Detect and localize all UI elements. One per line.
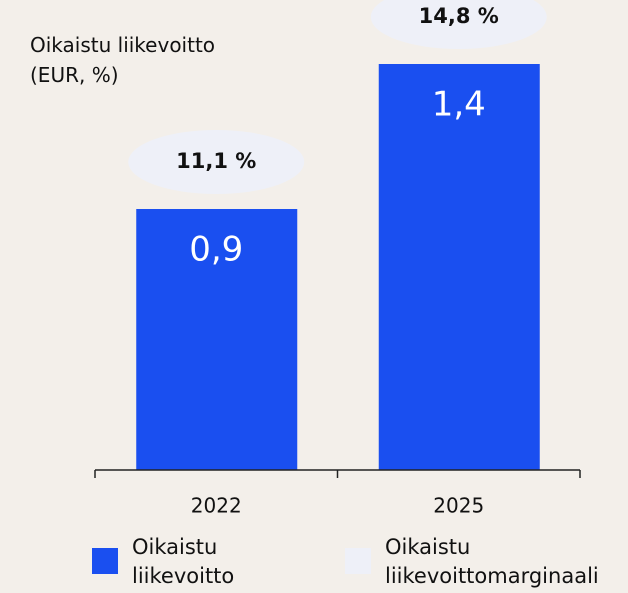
margin-label: 14,8 % [419,4,499,28]
legend-label: Oikaistu liikevoittomarginaali [385,535,599,588]
margin-label: 11,1 % [176,149,256,173]
x-tick-label: 2025 [433,494,484,518]
value-label: 0,9 [189,230,243,270]
margin-bubble [128,130,305,194]
legend-label: Oikaistu liikevoitto [132,535,235,588]
bar [136,209,298,470]
chart-title: Oikaistu liikevoitto (EUR, %) [30,33,216,87]
value-label: 1,4 [432,85,486,125]
bar [378,64,540,470]
margin-bubble [370,0,547,49]
legend-swatch [92,548,118,574]
legend-swatch [345,548,371,574]
x-tick-label: 2022 [191,494,242,518]
